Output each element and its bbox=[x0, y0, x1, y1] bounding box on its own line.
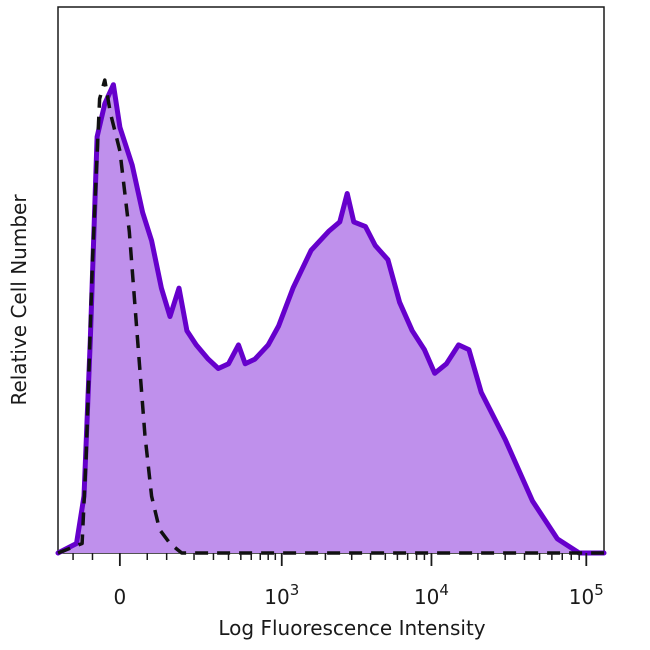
x-tick-label-exponent: 4 bbox=[439, 581, 449, 599]
x-tick-label: 105 bbox=[569, 581, 604, 609]
x-axis-tick-labels: 0 103 104 105 bbox=[113, 581, 603, 609]
x-tick-label-exponent: 3 bbox=[290, 581, 300, 599]
x-tick-label-base: 0 bbox=[113, 585, 126, 609]
x-axis-label: Log Fluorescence Intensity bbox=[218, 616, 485, 640]
histogram-outline-solid bbox=[55, 82, 607, 556]
x-tick-label: 0 bbox=[113, 585, 126, 609]
x-tick-label-base: 10 bbox=[414, 585, 439, 609]
series-layer bbox=[55, 78, 607, 556]
x-tick-label: 103 bbox=[264, 581, 299, 609]
x-tick-label: 104 bbox=[414, 581, 449, 609]
y-axis-label: Relative Cell Number bbox=[7, 194, 31, 406]
histogram-fill-area bbox=[58, 84, 604, 553]
x-axis-ticks bbox=[72, 553, 588, 566]
x-tick-label-base: 10 bbox=[264, 585, 289, 609]
control-histogram-dashed bbox=[57, 78, 604, 555]
x-tick-label-exponent: 5 bbox=[594, 581, 604, 599]
x-tick-label-base: 10 bbox=[569, 585, 594, 609]
